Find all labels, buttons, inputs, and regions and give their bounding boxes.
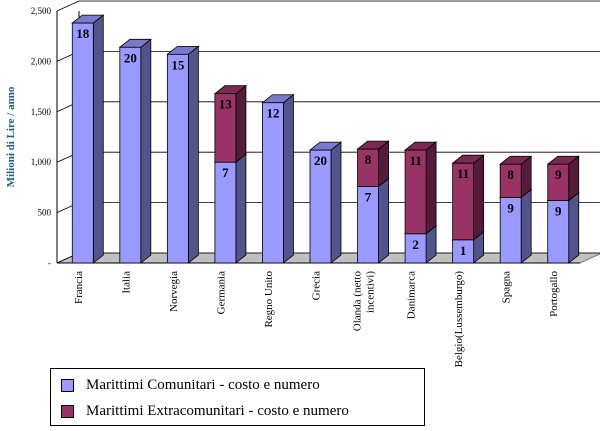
x-tick-label: Regno Unito: [263, 271, 275, 328]
bar-extracomunitari-side: [425, 141, 437, 235]
y-tick-label: 500: [38, 208, 52, 218]
bar-comunitari-side: [235, 153, 247, 264]
legend: Marittimi Comunitari - costo e numero Ma…: [50, 368, 425, 426]
bar-extracomunitari: [547, 163, 570, 201]
bar-comunitari-side: [378, 177, 389, 264]
bar-extracomunitari: [452, 162, 475, 241]
data-label-extracomunitari: 11: [409, 153, 421, 168]
bar-comunitari-side: [283, 93, 294, 264]
data-label-comunitari: 20: [314, 153, 327, 168]
data-label-extracomunitari: 8: [507, 167, 514, 182]
x-tick-label: Belgio(Lussemburgo): [453, 271, 465, 368]
legend-swatch-extracomunitari: [61, 405, 74, 418]
legend-swatch-comunitari: [61, 379, 74, 392]
gridline-side: [56, 0, 80, 12]
y-tick-label: 1,500: [31, 107, 52, 117]
data-label-comunitari: 7: [365, 189, 372, 204]
bar-comunitari-side: [92, 14, 104, 264]
y-axis-label: Milioni di Lire / anno: [5, 86, 17, 187]
x-tick-label: Francia: [73, 271, 85, 304]
bar-comunitari: [309, 149, 332, 264]
x-tick-label: Norvegia: [168, 271, 180, 312]
x-tick-label: Olanda (netto: [352, 271, 364, 332]
bar-extracomunitari-side: [235, 84, 247, 164]
data-label-comunitari: 15: [171, 57, 185, 72]
x-tick-label: Italia: [120, 271, 132, 294]
x-tick-label: Danimarca: [406, 271, 418, 319]
bar-comunitari-side: [568, 191, 580, 264]
bar-extracomunitari-side: [473, 154, 485, 241]
x-tick-label: Portogallo: [548, 271, 560, 317]
bar-extracomunitari: [404, 149, 427, 235]
legend-label-extracomunitari: Marittimi Extracomunitari - costo e nume…: [86, 403, 349, 419]
x-tick-label: Grecia: [311, 271, 323, 300]
bar-comunitari-side: [330, 141, 342, 264]
bar-comunitari-side: [520, 188, 532, 264]
legend-label-comunitari: Marittimi Comunitari - costo e numero: [86, 377, 320, 393]
y-tick-label: 2,500: [31, 6, 52, 16]
data-label-comunitari: 20: [124, 50, 137, 65]
bar-extracomunitari: [499, 163, 522, 198]
x-tick-label: Spagna: [501, 271, 513, 304]
data-label-comunitari: 9: [507, 200, 514, 215]
bar-extracomunitari: [214, 93, 237, 163]
x-tick-label: incentivi): [365, 271, 377, 313]
data-label-comunitari: 18: [76, 26, 90, 41]
y-tick-label: 2,000: [31, 56, 52, 66]
data-label-extracomunitari: 13: [219, 97, 233, 112]
bar-comunitari: [166, 53, 189, 264]
legend-item-comunitari: Marittimi Comunitari - costo e numero: [61, 377, 320, 394]
bar-comunitari: [262, 102, 284, 264]
data-label-extracomunitari: 9: [555, 167, 562, 182]
data-label-comunitari: 7: [222, 165, 229, 180]
bar-extracomunitari: [357, 148, 379, 187]
data-label-comunitari: 12: [266, 106, 279, 121]
y-tick-label: 1,000: [31, 157, 52, 167]
data-label-comunitari: 2: [412, 237, 419, 252]
legend-item-extracomunitari: Marittimi Extracomunitari - costo e nume…: [61, 403, 349, 420]
data-label-extracomunitari: 8: [365, 152, 372, 167]
bar-comunitari-side: [140, 38, 152, 264]
y-tick-label: -: [48, 258, 51, 268]
data-label-comunitari: 1: [460, 243, 467, 258]
data-label-comunitari: 9: [555, 204, 562, 219]
data-label-extracomunitari: 11: [457, 166, 469, 181]
bar-comunitari: [119, 46, 142, 264]
x-tick-label: Germania: [215, 271, 227, 314]
bar-comunitari-side: [187, 45, 199, 264]
bar-comunitari: [71, 22, 94, 264]
